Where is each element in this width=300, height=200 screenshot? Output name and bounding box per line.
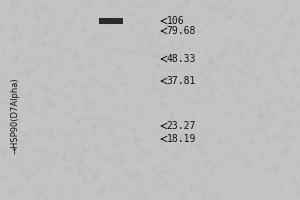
Text: 48.33: 48.33 [167, 54, 196, 64]
Bar [99, 18, 123, 24]
Text: 23.27: 23.27 [167, 121, 196, 131]
Text: 106: 106 [167, 16, 184, 26]
Text: 37.81: 37.81 [167, 76, 196, 86]
Text: →HSP90(D7Alpha): →HSP90(D7Alpha) [11, 78, 20, 154]
Text: 79.68: 79.68 [167, 26, 196, 36]
Text: 18.19: 18.19 [167, 134, 196, 144]
